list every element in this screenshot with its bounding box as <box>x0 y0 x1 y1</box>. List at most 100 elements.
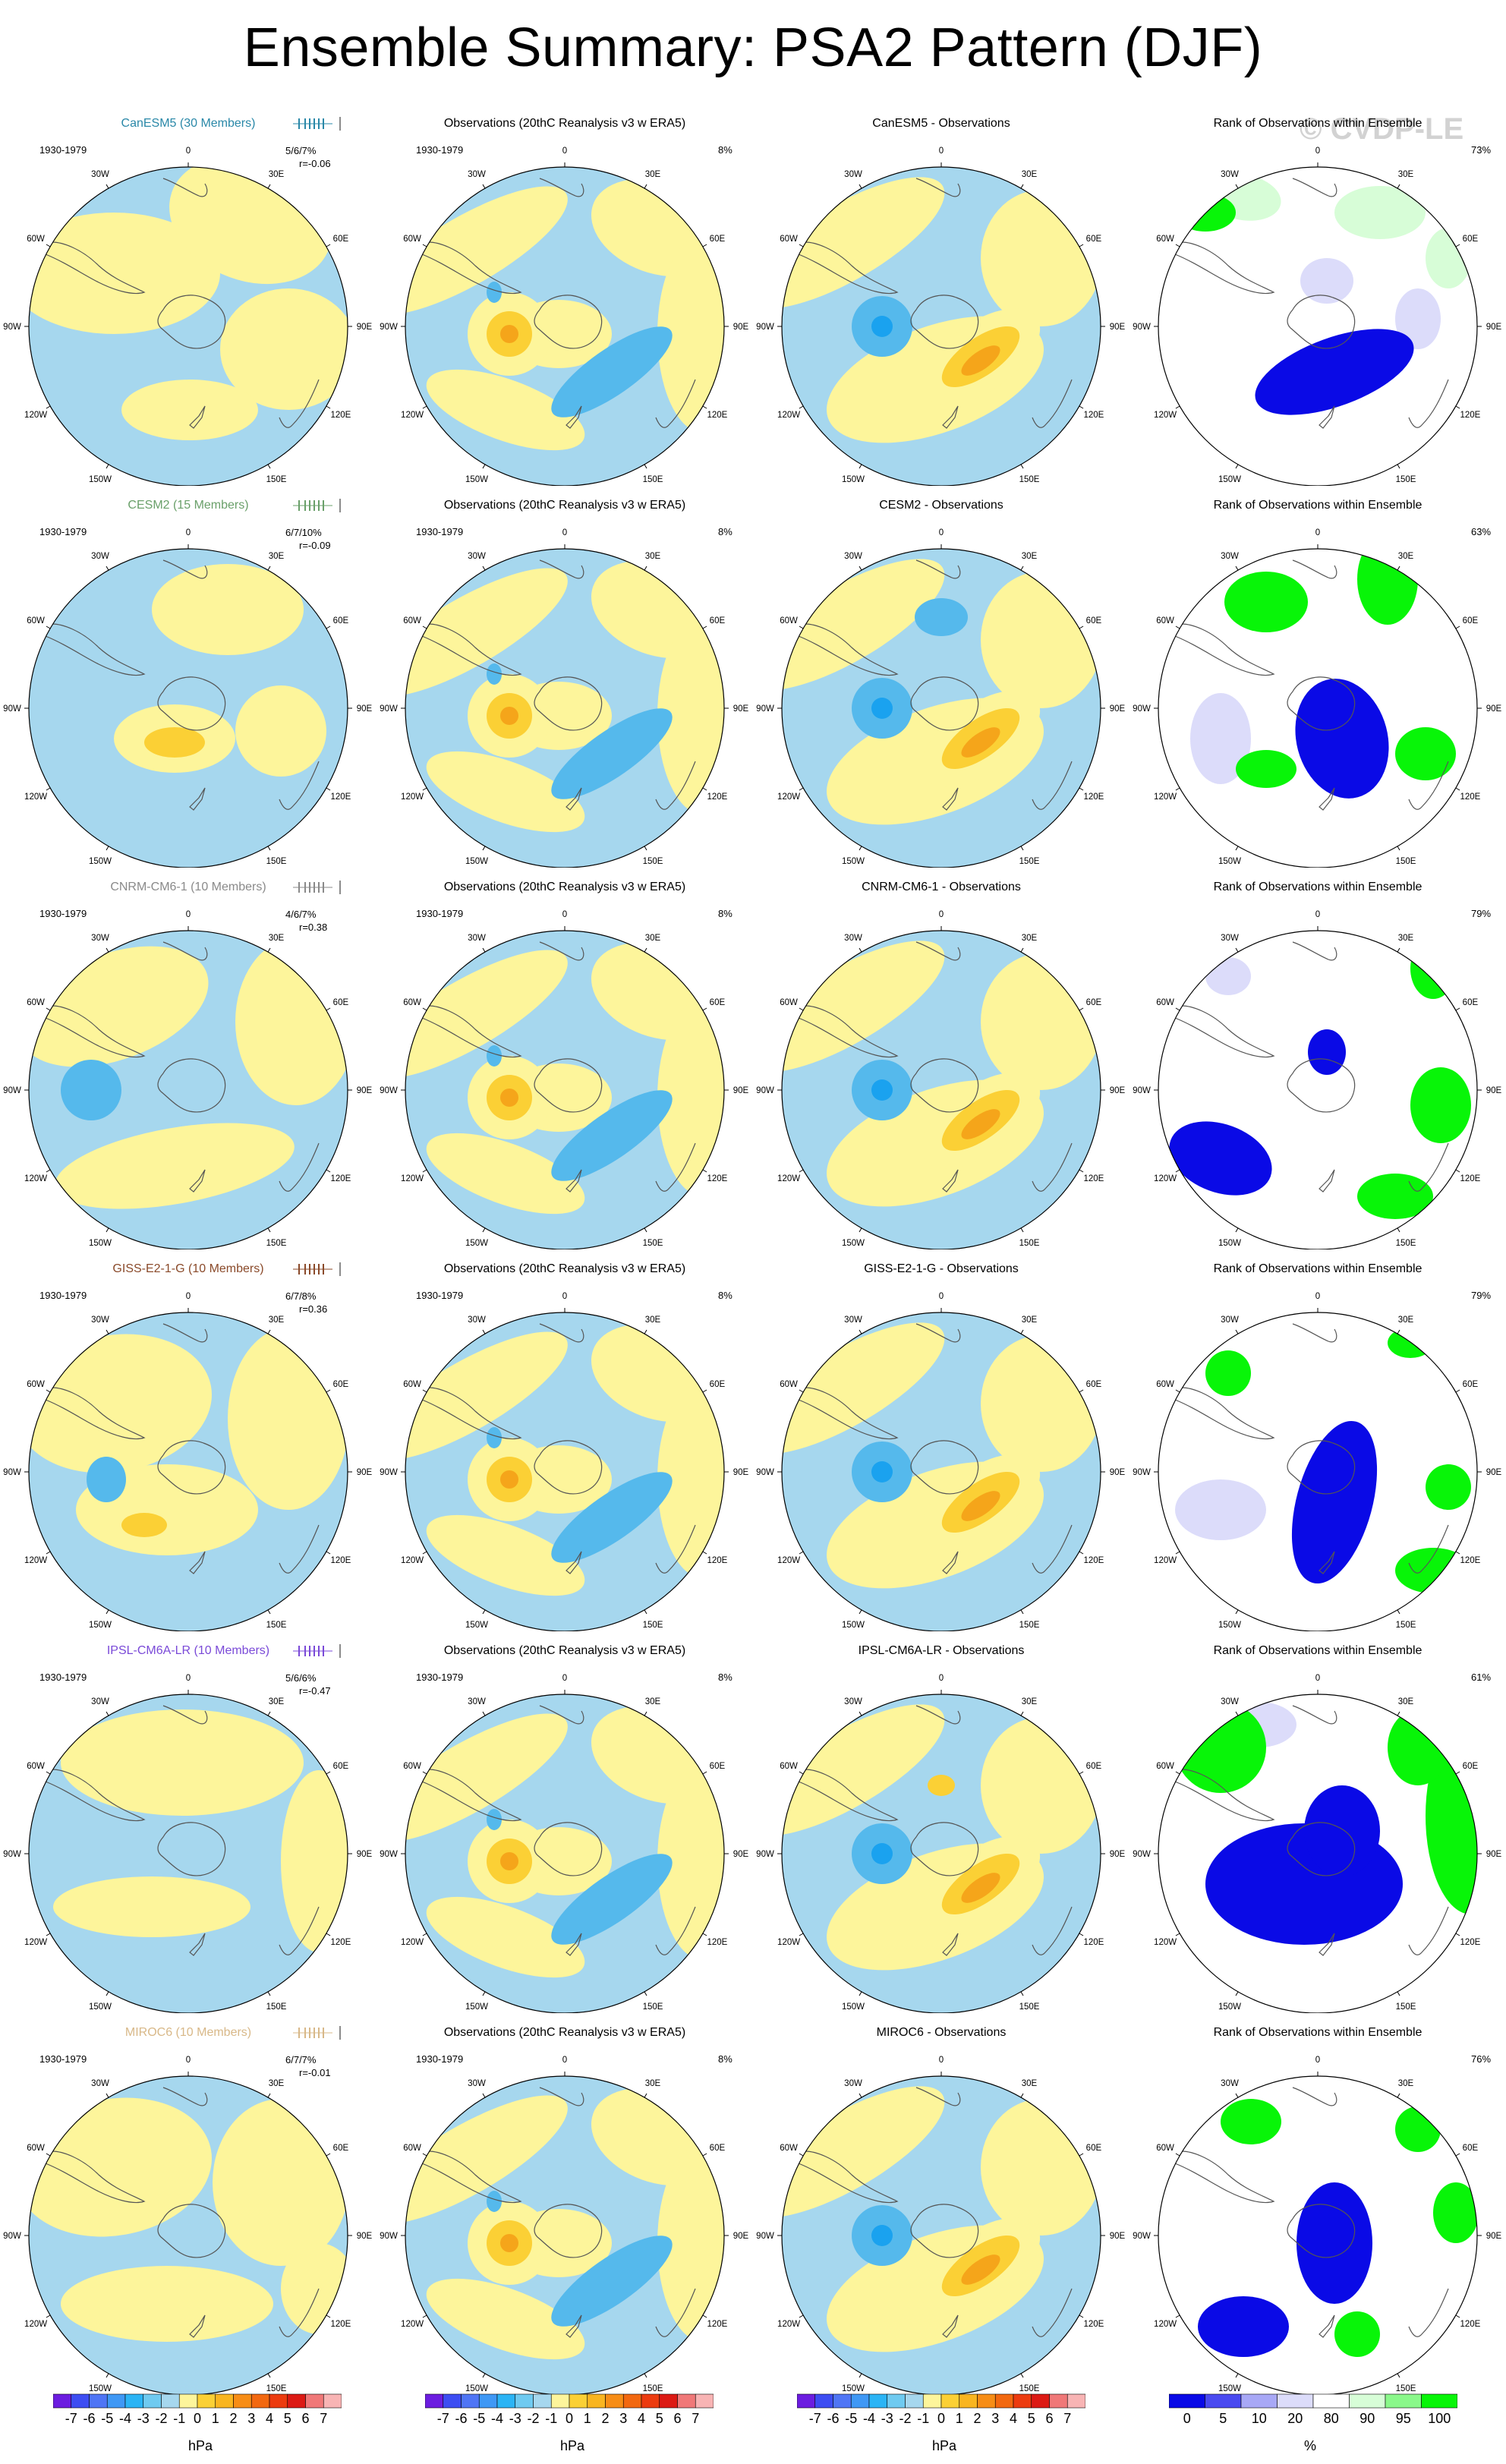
lon-tick <box>702 787 707 791</box>
lon-tick <box>1455 1551 1460 1555</box>
colorbar-swatch <box>106 2393 126 2409</box>
lon-label-150w: 150W <box>842 475 865 484</box>
africa-outline <box>1292 2087 1337 2106</box>
lon-label-120w: 120W <box>401 1556 424 1565</box>
lon-tick <box>1175 2153 1180 2157</box>
rank-field <box>1158 549 1477 868</box>
colorbar-swatch <box>425 2393 444 2409</box>
south-america-outline <box>421 1005 522 1058</box>
lon-label-90w: 90W <box>380 1850 398 1859</box>
lon-tick <box>46 1933 51 1936</box>
lon-tick <box>1455 244 1460 247</box>
colorbar-swatch <box>287 2393 306 2409</box>
lon-tick <box>702 244 707 247</box>
colorbar-swatch <box>550 2393 570 2409</box>
lon-label-30w: 30W <box>91 2079 109 2088</box>
lon-label-120e: 120E <box>707 792 727 802</box>
lon-tick <box>267 2373 271 2378</box>
colorbar-label: 10 <box>1252 2411 1267 2426</box>
contour-region <box>405 2095 568 2224</box>
rank-region-high <box>1395 2106 1441 2152</box>
lon-label-60w: 60W <box>1156 998 1174 1007</box>
observations-panel: 030E60E90E120E150E180150W120W90W60W30WOb… <box>376 870 753 1249</box>
lon-label-90e: 90E <box>1110 704 1126 714</box>
lon-tick <box>1397 1991 1400 1996</box>
lon-tick <box>106 464 109 469</box>
rank-title: Rank of Observations within Ensemble <box>1213 1262 1423 1275</box>
lon-label-0: 0 <box>1315 1292 1320 1301</box>
lon-label-120e: 120E <box>1460 2320 1480 2329</box>
lon-label-60e: 60E <box>710 1380 726 1389</box>
africa-outline <box>1292 941 1337 961</box>
colorbar-swatch <box>1240 2393 1278 2409</box>
colorbar-swatch <box>959 2393 978 2409</box>
stats-percent: 6/7/8% <box>285 1290 317 1302</box>
lon-tick <box>106 184 109 189</box>
lon-label-90w: 90W <box>380 323 398 332</box>
africa-outline <box>162 1323 208 1343</box>
rank-map: 030E60E90E120E150E180150W120W90W60W30W <box>1133 528 1502 868</box>
rank-map: 030E60E90E120E150E180150W120W90W60W30W <box>1133 147 1502 486</box>
australia-outline <box>655 379 696 428</box>
lon-label-150w: 150W <box>89 2002 112 2012</box>
lon-label-120e: 120E <box>330 792 351 802</box>
australia-outline <box>1408 379 1449 428</box>
contour-region <box>782 559 945 691</box>
lon-label-0: 0 <box>186 910 191 919</box>
difference-title: MIROC6 - Observations <box>876 2026 1007 2039</box>
lon-tick <box>859 464 862 469</box>
lon-label-0: 0 <box>562 528 567 537</box>
colorbar-label: 20 <box>1287 2411 1303 2426</box>
contour-region <box>405 1713 568 1842</box>
lon-label-90w: 90W <box>756 704 774 714</box>
lon-label-120w: 120W <box>24 1556 47 1565</box>
lon-label-60e: 60E <box>1463 998 1479 1007</box>
lon-label-60w: 60W <box>780 235 798 244</box>
observations-period: 1930-1979 <box>416 1290 464 1301</box>
colorbar-label: -4 <box>119 2411 131 2426</box>
contour-region <box>228 1328 348 1510</box>
contour-region <box>426 369 585 451</box>
australia-outline <box>1408 1524 1449 1574</box>
lon-label-60w: 60W <box>1156 1380 1174 1389</box>
africa-outline <box>915 2087 961 2106</box>
lon-tick <box>482 184 486 189</box>
model-map: 030E60E90E120E150E180150W120W90W60W30W <box>3 1674 373 2013</box>
new-zealand-outline <box>189 1551 206 1574</box>
lon-label-0: 0 <box>939 147 944 156</box>
lon-label-30e: 30E <box>645 1697 661 1706</box>
lon-tick <box>644 1711 647 1716</box>
colorbar-swatch <box>53 2393 72 2409</box>
diff-field <box>782 1694 1101 2013</box>
lon-label-120w: 120W <box>24 1938 47 1947</box>
obs-field <box>405 931 724 1249</box>
lon-label-150e: 150E <box>643 1239 663 1248</box>
lon-tick <box>1397 1609 1400 1615</box>
lon-label-150w: 150W <box>1218 2002 1241 2012</box>
rank-region-light <box>1175 1479 1266 1540</box>
obs-field <box>405 549 724 868</box>
lon-tick <box>1397 1227 1400 1233</box>
lon-tick <box>1175 1771 1180 1775</box>
lon-label-0: 0 <box>186 2056 191 2065</box>
new-zealand-outline <box>566 1933 582 1956</box>
colorbar-unit: hPa <box>932 2438 957 2453</box>
lon-label-90w: 90W <box>3 323 21 332</box>
lon-label-30e: 30E <box>645 552 661 561</box>
colorbar-label: 2 <box>601 2411 609 2426</box>
colorbar-swatch <box>161 2393 180 2409</box>
lon-label-120e: 120E <box>707 2320 727 2329</box>
diff-field <box>782 931 1101 1249</box>
obs-field <box>405 2076 724 2395</box>
contour-region <box>961 2254 1000 2285</box>
lon-tick <box>1235 464 1239 469</box>
lon-label-150w: 150W <box>842 2384 865 2393</box>
contour-region <box>915 598 968 636</box>
lon-tick <box>482 947 486 953</box>
lon-label-90e: 90E <box>357 323 373 332</box>
lon-tick <box>106 2093 109 2098</box>
contour-region <box>981 2099 1101 2236</box>
rank-region-low <box>1295 679 1389 799</box>
colorbar-swatch <box>587 2393 606 2409</box>
lon-label-60e: 60E <box>710 235 726 244</box>
